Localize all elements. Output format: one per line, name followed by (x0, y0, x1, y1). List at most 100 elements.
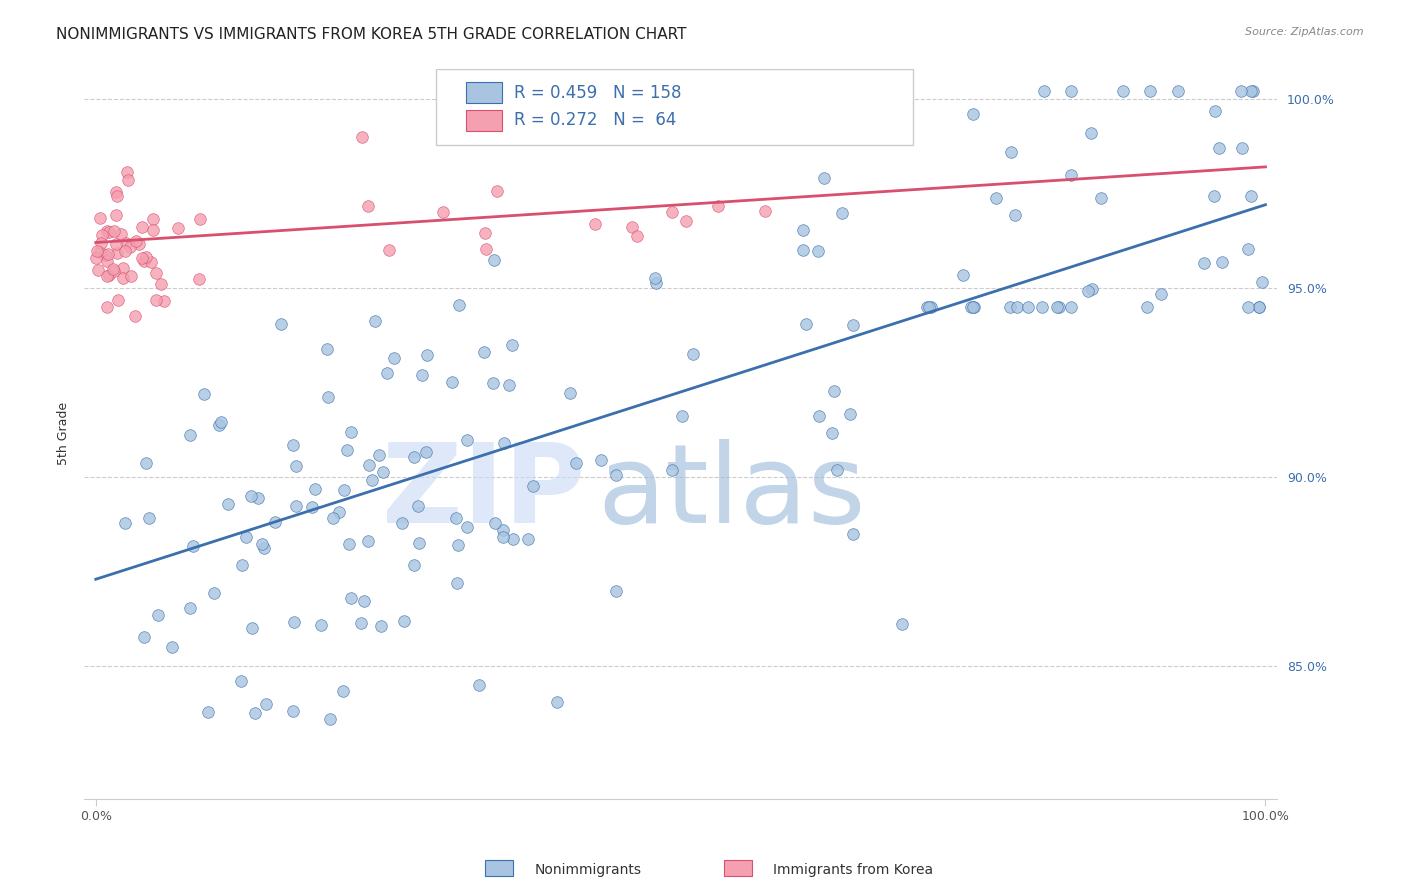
Point (245, 706, 267, 720)
Point (825, 463, 848, 477)
Point (252, 537, 274, 551)
Point (284, 499, 307, 513)
Point (411, 368, 433, 383)
Point (332, 684, 354, 698)
Point (823, 384, 845, 399)
Point (202, 586, 225, 600)
Point (146, 607, 169, 622)
Point (707, 199, 730, 213)
Point (208, 418, 231, 433)
Point (475, 243, 498, 257)
FancyBboxPatch shape (465, 110, 502, 130)
Point (112, 261, 135, 276)
Point (456, 520, 478, 534)
Point (112, 270, 135, 285)
Point (591, 453, 613, 467)
Point (558, 385, 581, 400)
Point (356, 199, 378, 213)
Point (217, 498, 239, 512)
Point (449, 298, 471, 312)
Point (456, 433, 478, 447)
Point (842, 527, 865, 541)
Point (378, 244, 401, 258)
Point (283, 615, 305, 629)
Point (103, 264, 125, 278)
Point (644, 271, 666, 285)
Point (285, 459, 308, 474)
Point (107, 293, 129, 307)
Point (150, 277, 173, 291)
Point (484, 516, 506, 531)
Point (522, 479, 544, 493)
Point (105, 237, 128, 252)
Point (97, 247, 120, 261)
Point (807, 244, 830, 259)
Point (264, 515, 287, 529)
Point (1229, 84, 1251, 98)
Point (1237, 300, 1260, 314)
Point (1059, 300, 1081, 314)
Point (382, 351, 405, 366)
Point (120, 268, 142, 283)
Point (960, 300, 983, 314)
Text: NONIMMIGRANTS VS IMMIGRANTS FROM KOREA 5TH GRADE CORRELATION CHART: NONIMMIGRANTS VS IMMIGRANTS FROM KOREA 5… (56, 27, 686, 42)
Point (132, 630, 155, 644)
Point (145, 266, 167, 280)
Point (125, 234, 148, 248)
Point (253, 541, 276, 555)
Point (301, 500, 323, 514)
Point (1081, 282, 1104, 296)
Point (105, 246, 128, 260)
Text: R = 0.459   N = 158: R = 0.459 N = 158 (513, 84, 681, 102)
Point (311, 617, 333, 632)
Point (447, 538, 470, 552)
Point (565, 456, 588, 470)
Point (404, 450, 426, 465)
Point (962, 300, 984, 314)
Point (474, 344, 496, 359)
Point (498, 378, 520, 392)
Point (408, 535, 430, 549)
Point (139, 254, 162, 268)
Point (361, 473, 384, 487)
Point (96, 268, 118, 283)
Point (193, 386, 215, 401)
Point (1090, 191, 1112, 205)
Point (120, 239, 142, 253)
Point (838, 407, 860, 421)
Point (104, 186, 127, 200)
Point (917, 300, 939, 314)
Point (891, 617, 914, 632)
Point (984, 190, 1007, 204)
Point (1077, 284, 1099, 298)
Point (89, 211, 111, 226)
Point (316, 390, 339, 404)
Point (105, 208, 128, 222)
Point (1017, 300, 1039, 314)
Point (1136, 300, 1159, 314)
Point (1251, 275, 1274, 289)
FancyBboxPatch shape (436, 69, 914, 145)
Point (831, 206, 853, 220)
Point (1059, 84, 1081, 98)
Point (101, 262, 124, 277)
Point (96, 224, 118, 238)
Point (240, 621, 263, 635)
Point (1232, 141, 1254, 155)
Point (1060, 168, 1083, 182)
Point (145, 293, 167, 307)
Point (1000, 300, 1022, 314)
Point (240, 489, 263, 503)
Point (1249, 300, 1271, 314)
Point (583, 217, 606, 231)
Point (621, 220, 644, 235)
Point (1167, 84, 1189, 98)
Point (675, 213, 697, 227)
Point (792, 223, 814, 237)
Point (110, 227, 132, 242)
Point (179, 428, 201, 442)
Point (135, 250, 157, 264)
Point (115, 165, 138, 179)
Text: Source: ZipAtlas.com: Source: ZipAtlas.com (1246, 27, 1364, 37)
Point (1236, 242, 1258, 256)
